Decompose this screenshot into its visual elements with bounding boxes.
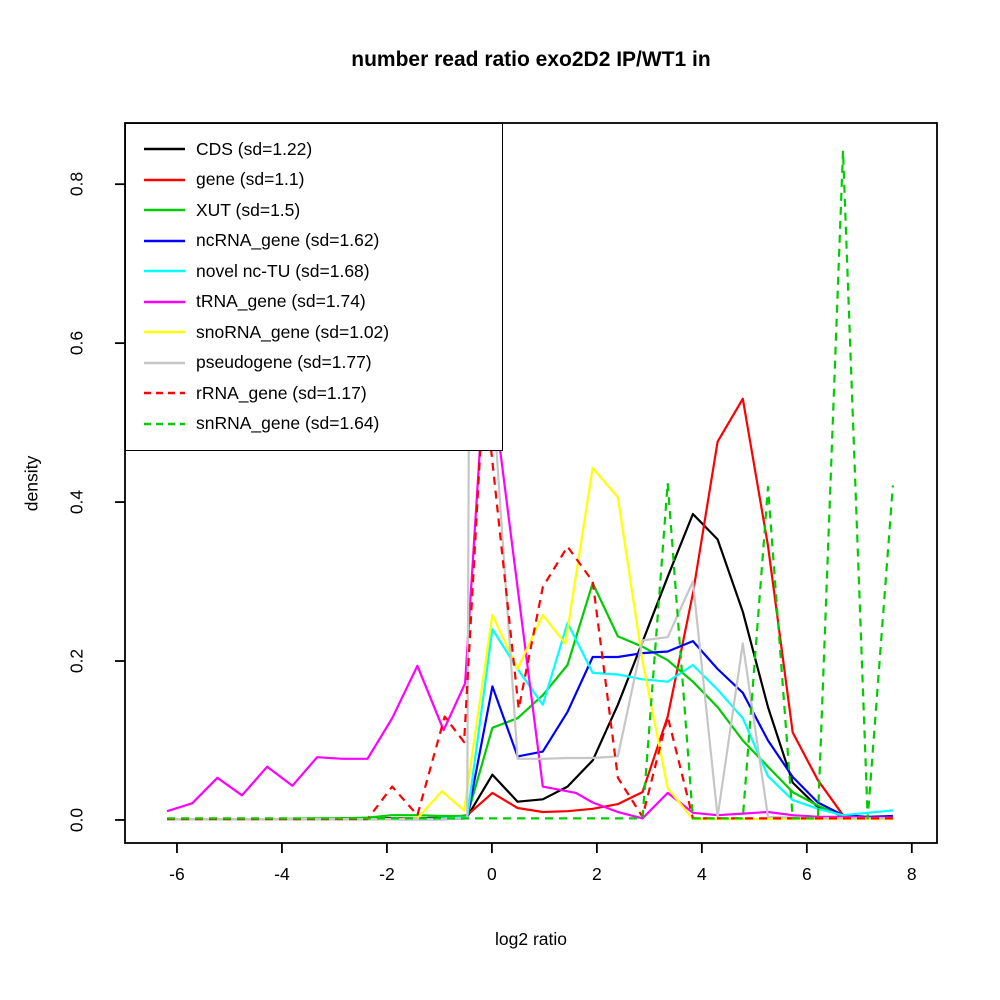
x-tick-label: -6 [169, 864, 185, 884]
legend-box: CDS (sd=1.22) gene (sd=1.1) XUT (sd=1.5) nc… [125, 123, 503, 451]
x-tick-label: 0 [487, 864, 497, 884]
series-line-snRNA_gene [167, 149, 894, 820]
legend-line-sample [144, 391, 185, 395]
legend-row: CDS (sd=1.22) [126, 134, 502, 165]
y-tick-label: 0.6 [66, 330, 87, 356]
x-tick-label: 8 [906, 864, 917, 884]
legend-label: XUT (sd=1.5) [196, 199, 301, 220]
y-tick-label: 0.2 [66, 648, 87, 674]
legend-label: CDS (sd=1.22) [196, 138, 313, 159]
legend-line-sample [144, 208, 185, 212]
x-tick-label: 2 [591, 864, 602, 884]
series-line-novel-nc-TU [167, 621, 894, 821]
plot-border [124, 122, 938, 844]
y-tick-label: 0.0 [66, 807, 87, 833]
x-tick-label: -2 [379, 864, 395, 884]
legend-row: XUT (sd=1.5) [126, 195, 502, 226]
series-line-XUT [167, 581, 893, 821]
legend-line-sample [144, 178, 185, 182]
series-line-tRNA_gene [166, 342, 893, 820]
legend-row: ncRNA_gene (sd=1.62) [126, 226, 502, 257]
legend-label: pseudogene (sd=1.77) [196, 352, 372, 373]
legend-row: tRNA_gene (sd=1.74) [126, 287, 502, 318]
y-axis-label: density [21, 455, 42, 512]
legend-row: rRNA_gene (sd=1.17) [126, 378, 502, 409]
x-tick-label: 6 [801, 864, 812, 884]
legend-row: pseudogene (sd=1.77) [126, 348, 502, 379]
legend-line-sample [144, 300, 185, 304]
legend-row: snoRNA_gene (sd=1.02) [126, 317, 502, 348]
legend-line-sample [144, 330, 185, 334]
y-tick-label: 0.8 [66, 172, 87, 197]
legend-line-sample [144, 422, 185, 426]
legend-line-sample [144, 239, 185, 243]
legend-label: gene (sd=1.1) [196, 169, 305, 190]
legend-line-sample [144, 361, 185, 365]
legend-label: novel nc-TU (sd=1.68) [196, 260, 370, 281]
series-line-snoRNA_gene [167, 466, 893, 821]
y-tick-label: 0.4 [66, 489, 87, 515]
legend-line-sample [144, 269, 185, 273]
legend-label: snRNA_gene (sd=1.64) [196, 413, 380, 434]
x-axis-label: log2 ratio [495, 929, 567, 949]
chart-title: number read ratio exo2D2 IP/WT1 in [351, 48, 711, 71]
x-tick-label: -4 [274, 864, 290, 884]
legend-row: novel nc-TU (sd=1.68) [126, 256, 502, 287]
x-tick-label: 4 [696, 864, 707, 884]
legend-label: ncRNA_gene (sd=1.62) [196, 230, 380, 251]
legend-label: tRNA_gene (sd=1.74) [196, 291, 366, 312]
legend-row: snRNA_gene (sd=1.64) [126, 409, 502, 440]
legend-label: snoRNA_gene (sd=1.02) [196, 321, 390, 342]
legend-label: rRNA_gene (sd=1.17) [196, 382, 367, 403]
legend-row: gene (sd=1.1) [126, 165, 502, 196]
legend-line-sample [144, 147, 185, 151]
